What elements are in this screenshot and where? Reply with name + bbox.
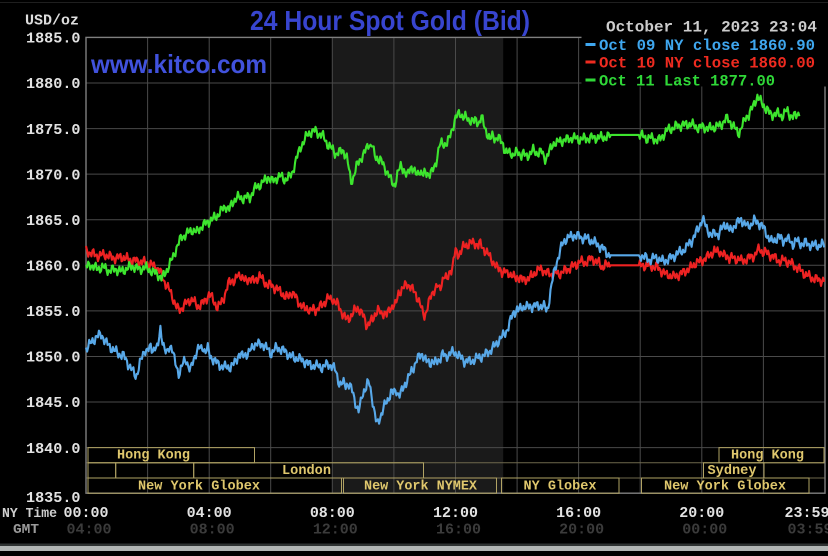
svg-text:New York Globex: New York Globex bbox=[664, 480, 786, 495]
svg-text:1855.0: 1855.0 bbox=[26, 304, 81, 321]
svg-text:24 Hour Spot Gold (Bid): 24 Hour Spot Gold (Bid) bbox=[250, 5, 530, 36]
svg-text:Oct 09 NY close 1860.90: Oct 09 NY close 1860.90 bbox=[599, 37, 815, 55]
svg-text:Oct 10 NY close 1860.00: Oct 10 NY close 1860.00 bbox=[599, 55, 815, 73]
svg-text:New York NYMEX: New York NYMEX bbox=[364, 480, 478, 495]
svg-text:1865.0: 1865.0 bbox=[26, 213, 81, 230]
svg-text:12:00: 12:00 bbox=[313, 522, 358, 539]
svg-text:October 11, 2023 23:04: October 11, 2023 23:04 bbox=[606, 19, 817, 37]
svg-text:1860.0: 1860.0 bbox=[26, 259, 81, 276]
svg-text:23:59: 23:59 bbox=[785, 505, 828, 522]
svg-text:16:00: 16:00 bbox=[556, 505, 601, 522]
svg-text:1850.0: 1850.0 bbox=[26, 350, 81, 367]
svg-text:1875.0: 1875.0 bbox=[26, 122, 81, 139]
svg-text:1840.0: 1840.0 bbox=[26, 441, 81, 458]
svg-text:Hong Kong: Hong Kong bbox=[117, 449, 190, 464]
svg-text:1885.0: 1885.0 bbox=[26, 31, 81, 48]
svg-text:16:00: 16:00 bbox=[436, 522, 481, 539]
svg-text:1845.0: 1845.0 bbox=[26, 395, 81, 412]
svg-text:00:00: 00:00 bbox=[682, 522, 727, 539]
svg-text:20:00: 20:00 bbox=[559, 522, 604, 539]
svg-text:USD/oz: USD/oz bbox=[25, 13, 79, 30]
svg-text:New York Globex: New York Globex bbox=[138, 480, 260, 495]
svg-text:GMT: GMT bbox=[13, 523, 39, 538]
svg-text:Oct 11 Last 1877.00: Oct 11 Last 1877.00 bbox=[599, 72, 775, 90]
svg-text:www.kitco.com: www.kitco.com bbox=[90, 49, 267, 79]
svg-text:08:00: 08:00 bbox=[310, 505, 355, 522]
svg-text:Sydney: Sydney bbox=[708, 464, 757, 479]
svg-text:04:00: 04:00 bbox=[67, 522, 112, 539]
svg-text:00:00: 00:00 bbox=[64, 505, 109, 522]
svg-text:03:59: 03:59 bbox=[788, 522, 828, 539]
svg-text:20:00: 20:00 bbox=[679, 505, 724, 522]
svg-text:NY Time: NY Time bbox=[2, 507, 57, 522]
svg-text:Hong Kong: Hong Kong bbox=[731, 449, 804, 464]
svg-text:04:00: 04:00 bbox=[187, 505, 232, 522]
svg-text:12:00: 12:00 bbox=[433, 505, 478, 522]
svg-text:1880.0: 1880.0 bbox=[26, 76, 81, 93]
svg-text:London: London bbox=[282, 464, 331, 479]
svg-text:08:00: 08:00 bbox=[190, 522, 235, 539]
svg-text:1870.0: 1870.0 bbox=[26, 167, 81, 184]
svg-text:NY Globex: NY Globex bbox=[524, 480, 597, 495]
